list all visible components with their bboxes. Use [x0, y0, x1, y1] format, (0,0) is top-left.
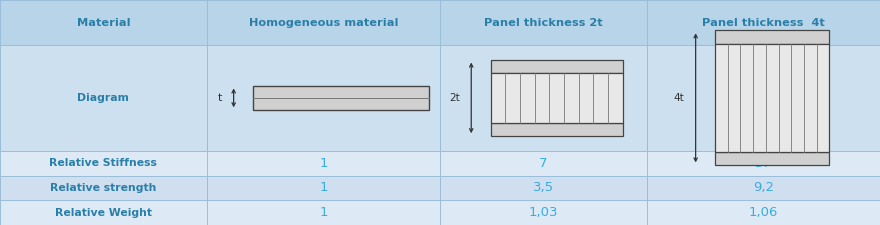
Text: Homogeneous material: Homogeneous material — [249, 18, 398, 27]
Bar — [207, 200, 440, 225]
Bar — [0, 200, 207, 225]
Bar — [440, 45, 647, 151]
Bar — [647, 0, 880, 45]
Bar — [647, 176, 880, 200]
Text: Relative Weight: Relative Weight — [55, 208, 152, 218]
Bar — [0, 151, 207, 176]
Text: 1,06: 1,06 — [749, 206, 778, 219]
Bar — [0, 0, 207, 45]
Bar — [207, 151, 440, 176]
Text: Panel thickness 2t: Panel thickness 2t — [484, 18, 603, 27]
Bar — [491, 73, 623, 123]
Bar — [647, 200, 880, 225]
Bar — [207, 45, 440, 151]
Bar — [207, 0, 440, 45]
Text: Relative strength: Relative strength — [50, 183, 157, 193]
Text: 7: 7 — [539, 157, 547, 170]
Bar — [647, 45, 880, 151]
Text: 1: 1 — [319, 206, 327, 219]
Bar — [440, 176, 647, 200]
Bar — [715, 152, 829, 165]
Bar — [715, 30, 829, 44]
Bar — [440, 0, 647, 45]
Bar — [440, 151, 647, 176]
Text: 1: 1 — [319, 157, 327, 170]
Text: 37: 37 — [755, 157, 772, 170]
Bar — [491, 123, 623, 136]
Text: Relative Stiffness: Relative Stiffness — [49, 158, 158, 168]
Bar — [253, 86, 429, 110]
Text: 9,2: 9,2 — [753, 181, 774, 194]
Bar — [491, 60, 623, 73]
Text: t: t — [218, 93, 222, 103]
Text: 2t: 2t — [449, 93, 459, 103]
Bar — [207, 176, 440, 200]
Bar — [715, 44, 829, 152]
Bar — [647, 151, 880, 176]
Text: Material: Material — [77, 18, 130, 27]
Text: Diagram: Diagram — [77, 93, 129, 103]
Bar — [440, 200, 647, 225]
Text: 3,5: 3,5 — [532, 181, 554, 194]
Bar — [0, 45, 207, 151]
Text: 1: 1 — [319, 181, 327, 194]
Bar — [0, 176, 207, 200]
Text: 4t: 4t — [673, 93, 685, 103]
Text: 1,03: 1,03 — [529, 206, 558, 219]
Text: Panel thickness  4t: Panel thickness 4t — [702, 18, 825, 27]
